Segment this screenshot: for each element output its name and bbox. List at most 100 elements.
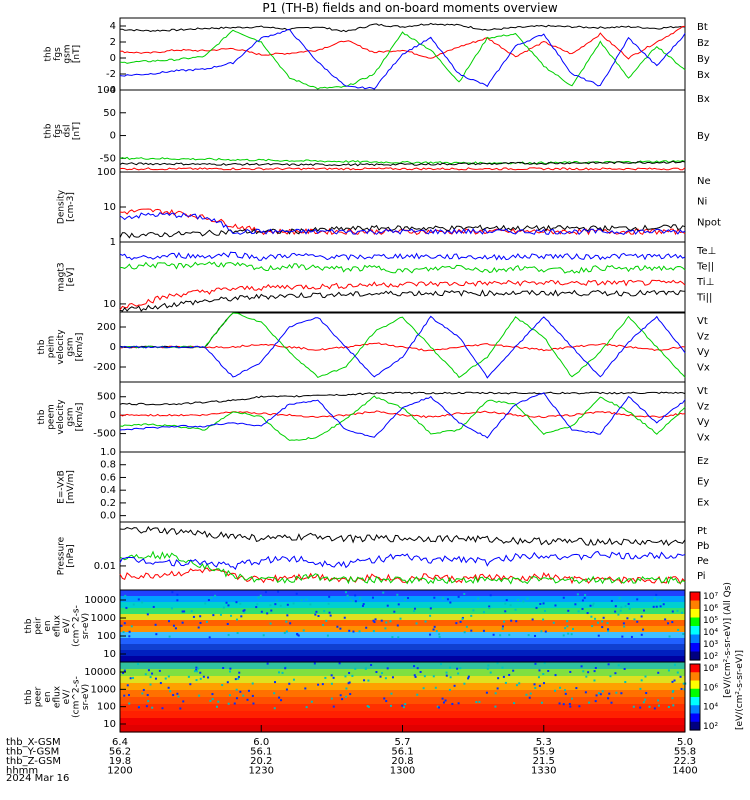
spectrogram-pixel: [344, 675, 347, 678]
panel-frame-temp: [119, 241, 686, 313]
spectrogram-pixel: [577, 610, 580, 613]
ylabel-vi-0: thb: [37, 339, 47, 354]
spectrogram-pixel: [132, 676, 135, 679]
legend-vi-Vx: Vx: [697, 363, 710, 374]
spectrogram-pixel: [478, 700, 481, 703]
spectrogram-pixel: [374, 618, 377, 621]
series-density-Npot: [119, 212, 686, 235]
spectrogram-pixel: [527, 634, 530, 637]
spectrogram-pixel: [339, 627, 342, 630]
xrow-label-2: thb_Z-GSM: [6, 756, 61, 767]
series-ve-Vx: [119, 392, 686, 439]
spectrogram-pixel: [372, 619, 375, 622]
spectrogram-pixel: [526, 597, 529, 600]
ylabel-peir-1: peir: [34, 617, 44, 635]
spectrogram-pixel: [304, 687, 307, 690]
spectrogram-pixel: [470, 614, 473, 617]
legend-ve-Vt: Vt: [697, 386, 708, 397]
spectrogram-pixel: [657, 704, 660, 707]
spectrogram-pixel: [586, 612, 589, 615]
spectrogram-pixel: [123, 669, 126, 672]
spectrogram-pixel: [540, 630, 543, 633]
spectrogram-pixel: [441, 697, 444, 700]
spectrogram-pixel: [391, 676, 394, 679]
ylabel-efield-1: [mV/m]: [66, 470, 76, 504]
spectrogram-pixel: [273, 707, 276, 710]
spectrogram-pixel: [404, 703, 407, 706]
spectrogram-pixel: [671, 680, 674, 683]
spectrogram-pixel: [210, 596, 213, 599]
spectrogram-pixel: [300, 599, 303, 602]
spectrogram-pixel: [413, 607, 416, 610]
spectrogram-pixel: [228, 670, 231, 673]
spectrogram-pixel: [151, 706, 154, 709]
spectrogram-pixel: [177, 695, 180, 698]
spectrogram-pixel: [534, 686, 537, 689]
colorbar-ele-tick: 10⁴: [703, 703, 718, 713]
spectrogram-pixel: [582, 670, 585, 673]
spectrogram-pixel: [247, 689, 250, 692]
spectrogram-pixel: [682, 632, 685, 635]
spectrogram-pixel: [361, 604, 364, 607]
spectrogram-pixel: [501, 625, 504, 628]
spectrogram-pixel: [348, 681, 351, 684]
legend-temp-Te⊥: Te⊥: [696, 246, 716, 257]
colorbar-ion-tick: 10⁶: [703, 604, 718, 614]
spectrogram-pixel: [504, 602, 507, 605]
spectrogram-pixel: [172, 624, 175, 627]
legend-fgsdsl-Bx: Bx: [697, 94, 710, 105]
spectrogram-pixel: [349, 598, 352, 601]
spectrogram-pixel: [364, 667, 367, 670]
spectrogram-pixel: [172, 694, 175, 697]
spectrogram-pixel: [433, 596, 436, 599]
spectrogram-band: [120, 662, 685, 670]
spectrogram-pixel: [542, 618, 545, 621]
spectrogram-pixel: [176, 692, 179, 695]
panel-frame-efield: [119, 451, 686, 523]
spectrogram-pixel: [588, 701, 591, 704]
spectrogram-pixel: [229, 667, 232, 670]
xrow-value: 6.0: [253, 737, 269, 748]
spectrogram-pixel: [429, 614, 432, 617]
spectrogram-pixel: [384, 627, 387, 630]
spectrogram-pixel: [517, 598, 520, 601]
spectrogram-pixel: [151, 672, 154, 675]
series-pressure-Pt: [119, 526, 686, 547]
spectrogram-band: [120, 608, 685, 615]
spectrogram-pixel: [457, 702, 460, 705]
spectrogram-pixel: [465, 625, 468, 628]
spectrogram-pixel: [415, 622, 418, 625]
spectrogram-pixel: [542, 682, 545, 685]
ylabel-peir-4: eV/: [62, 618, 72, 634]
spectrogram-pixel: [554, 604, 557, 607]
spectrogram-pixel: [671, 610, 674, 613]
ylabel-fgsdsl-1: fgs: [53, 124, 63, 138]
spectrogram-pixel: [344, 591, 347, 594]
legend-fgs-Bt: Bt: [697, 22, 708, 33]
spectrogram-pixel: [571, 628, 574, 631]
spectrogram-pixel: [632, 705, 635, 708]
xrow-value: 1230: [249, 766, 274, 777]
spectrogram-pixel: [168, 635, 171, 638]
spectrogram-pixel: [237, 677, 240, 680]
spectrogram-pixel: [137, 706, 140, 709]
spectrogram-pixel: [567, 609, 570, 612]
ytick-efield: 1.0: [100, 447, 116, 458]
spectrogram-pixel: [235, 601, 238, 604]
legend-temp-Ti||: Ti||: [696, 293, 712, 304]
spectrogram-pixel: [146, 613, 149, 616]
panel-frame-density: [119, 171, 686, 243]
spectrogram-pixel: [313, 662, 316, 665]
ytick-vi: 200: [97, 322, 116, 333]
spectrogram-pixel: [429, 633, 432, 636]
spectrogram-pixel: [432, 628, 435, 631]
spectrogram-pixel: [207, 599, 210, 602]
spectrogram-pixel: [567, 632, 570, 635]
spectrogram-pixel: [302, 629, 305, 632]
spectrogram-band: [120, 620, 685, 627]
spectrogram-pixel: [270, 609, 273, 612]
spectrogram-pixel: [594, 667, 597, 670]
ylabel-peer-3: eflux: [53, 685, 63, 708]
spectrogram-pixel: [187, 675, 190, 678]
